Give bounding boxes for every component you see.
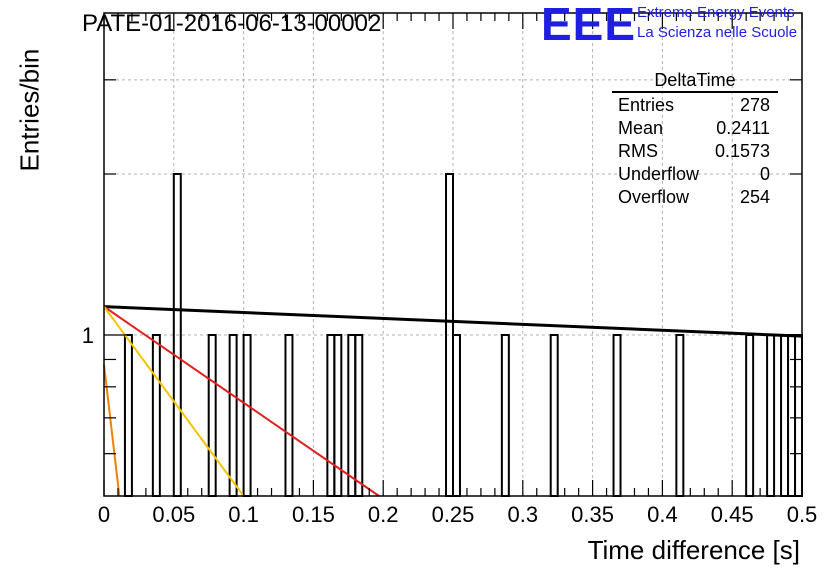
y-tick-label: 1 (82, 323, 94, 348)
histogram-bin (675, 334, 685, 497)
stats-label: Underflow (618, 164, 700, 184)
histogram-bin (745, 334, 755, 497)
stats-box: DeltaTime Entries 278 Mean 0.2411 RMS 0.… (612, 70, 778, 209)
histogram-bin (780, 334, 790, 497)
x-tick-label: 0.4 (647, 502, 678, 527)
x-tick-label: 0.15 (292, 502, 335, 527)
x-axis-title: Time difference [s] (587, 535, 800, 565)
stats-value: 0 (759, 164, 770, 184)
stats-label: Overflow (618, 187, 690, 207)
stats-row-mean: Mean 0.2411 (612, 117, 778, 140)
histogram-bin (123, 334, 133, 497)
histogram-bin (347, 334, 357, 497)
histogram-bin (452, 334, 461, 497)
x-tick-label: 0.45 (711, 502, 754, 527)
x-tick-label: 0.05 (152, 502, 195, 527)
histogram-bin (612, 334, 622, 497)
x-tick-label: 0.35 (571, 502, 614, 527)
y-axis-title: Entries/bin (14, 48, 45, 172)
tick-labels: 0 0.05 0.1 0.15 0.2 0.25 0.3 0.35 0.4 0.45 0.5 1 (82, 323, 818, 527)
x-tick-label: 0.25 (432, 502, 475, 527)
x-tick-label: 0.1 (228, 502, 259, 527)
histogram-bin (354, 334, 364, 497)
stats-value: 0.1573 (714, 141, 770, 161)
stats-label: Mean (618, 118, 664, 138)
fit-line-black (103, 305, 803, 338)
fit-line-yellow (103, 306, 245, 497)
stats-label: RMS (618, 141, 658, 161)
fit-line-orange (103, 364, 121, 497)
histogram-bin (228, 334, 238, 497)
stats-value: 278 (739, 95, 770, 115)
stats-title: DeltaTime (612, 70, 778, 93)
fit-line-red (103, 305, 380, 497)
histogram-bin (333, 334, 343, 497)
histogram-bin (549, 334, 559, 497)
stats-row-rms: RMS 0.1573 (612, 140, 778, 163)
histogram-bin (242, 334, 252, 497)
histogram-bin (207, 334, 217, 497)
histogram-bin (766, 334, 776, 497)
stats-value: 254 (739, 187, 770, 207)
eee-logo: EEE (541, 0, 637, 50)
stats-value: 0.2411 (716, 118, 770, 138)
stats-row-underflow: Underflow 0 (612, 163, 778, 186)
histogram-bin (326, 334, 336, 497)
x-tick-label: 0.3 (508, 502, 539, 527)
stats-row-entries: Entries 278 (612, 94, 778, 117)
axes (103, 12, 803, 497)
x-tick-label: 0.5 (787, 502, 818, 527)
histogram-bin (500, 334, 510, 497)
histogram-bin (151, 334, 161, 497)
histogram-bin (284, 334, 294, 497)
x-tick-label: 0.2 (368, 502, 399, 527)
x-tick-label: 0 (98, 502, 110, 527)
stats-row-overflow: Overflow 254 (612, 186, 778, 209)
stats-label: Entries (618, 95, 675, 115)
logo-subtitle-line1: Extreme Energy Events (637, 4, 795, 21)
logo-subtitle-line2: La Scienza nelle Scuole (637, 24, 798, 41)
run-title: PATE-01-2016-06-13-00002 (82, 10, 382, 37)
